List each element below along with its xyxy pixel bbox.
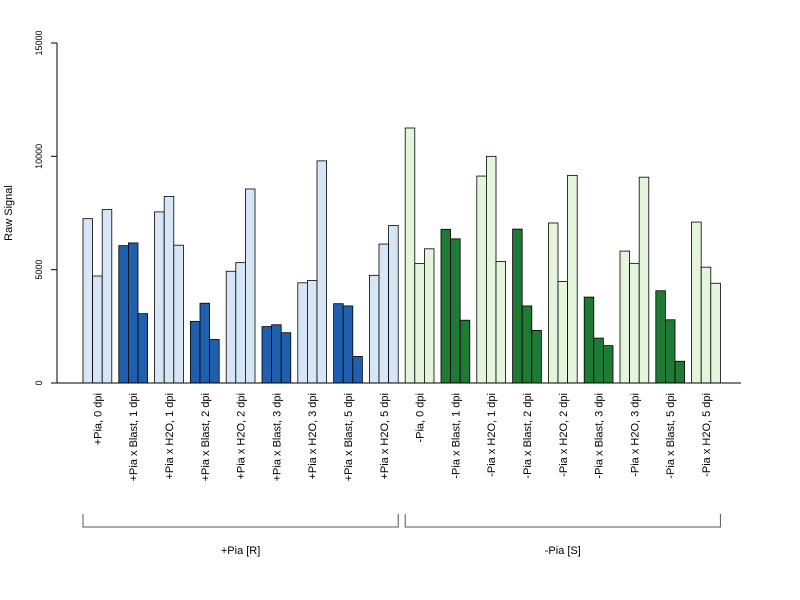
- category-label: +Pia x Blast, 1 dpi: [128, 393, 140, 481]
- bar: [521, 305, 533, 384]
- category-label: -Pia x H2O, 2 dpi: [558, 393, 570, 477]
- bar: [137, 313, 149, 384]
- group-bracket: [82, 514, 399, 528]
- bar: [82, 218, 94, 384]
- bar: [368, 274, 380, 384]
- category-label: +Pia x Blast, 2 dpi: [200, 393, 212, 481]
- category-label: +Pia x H2O, 5 dpi: [379, 393, 391, 480]
- bar: [92, 275, 103, 384]
- category-labels: +Pia, 0 dpi +Pia x Blast, 1 dpi +Pia x H2O…: [92, 393, 713, 481]
- bar: [306, 280, 318, 384]
- category-label: -Pia x H2O, 3 dpi: [629, 393, 641, 477]
- bar: [209, 339, 220, 384]
- bar: [225, 270, 237, 384]
- bar: [297, 282, 308, 384]
- bar: [423, 248, 435, 384]
- bar: [674, 360, 686, 384]
- bar: [199, 302, 211, 384]
- category-label: -Pia x Blast, 2 dpi: [522, 393, 534, 479]
- bar: [567, 174, 578, 384]
- category-label: +Pia x H2O, 2 dpi: [236, 393, 248, 480]
- group-brackets: +Pia [R] -Pia [S]: [82, 514, 721, 557]
- y-tick-label: 10000: [34, 144, 44, 169]
- bars-layer: [82, 127, 721, 384]
- bar: [629, 262, 640, 384]
- category-label: -Pia, 0 dpi: [415, 393, 427, 443]
- category-label: +Pia, 0 dpi: [92, 393, 104, 445]
- bar: [404, 127, 416, 384]
- bar: [655, 290, 666, 384]
- category-label: -Pia x H2O, 1 dpi: [486, 393, 498, 477]
- bar: [154, 211, 165, 384]
- bar: [700, 266, 712, 384]
- group-bracket: [404, 514, 721, 528]
- category-label: -Pia x Blast, 1 dpi: [450, 393, 462, 479]
- bar: [378, 243, 390, 384]
- bar: [101, 209, 113, 384]
- bar: [271, 324, 282, 384]
- bar: [414, 263, 425, 384]
- bar: [476, 175, 487, 384]
- group-label: +Pia [R]: [221, 545, 260, 557]
- bar: [548, 222, 559, 384]
- bar: [173, 244, 184, 384]
- bar: [450, 238, 461, 384]
- y-tick-label: 15000: [34, 30, 44, 55]
- bar: [388, 225, 399, 384]
- bar: [189, 320, 201, 384]
- group-label: -Pia [S]: [545, 545, 581, 557]
- category-label: +Pia x H2O, 1 dpi: [164, 393, 176, 480]
- bar: [557, 281, 569, 384]
- bar: [261, 326, 273, 384]
- bar: [603, 345, 614, 384]
- bar: [512, 228, 523, 384]
- y-axis: 0 5000 10000 15000: [34, 30, 58, 386]
- bar: [235, 262, 246, 384]
- bar: [619, 250, 631, 384]
- bar: [691, 221, 702, 384]
- bar: [127, 242, 139, 384]
- bar: [583, 296, 595, 384]
- bar: [163, 196, 175, 384]
- category-label: +Pia x Blast, 5 dpi: [343, 393, 355, 481]
- y-tick-label: 5000: [34, 260, 44, 280]
- bar: [333, 303, 344, 384]
- bar: [316, 160, 328, 384]
- bar: [495, 261, 507, 384]
- category-label: +Pia x Blast, 3 dpi: [271, 393, 283, 481]
- bar: [665, 319, 676, 384]
- bar: [342, 305, 354, 384]
- category-label: -Pia x H2O, 5 dpi: [701, 393, 713, 477]
- bar: [485, 155, 497, 384]
- bar: [638, 176, 650, 384]
- bar: [352, 356, 363, 384]
- y-axis-title: Raw Signal: [3, 185, 15, 241]
- category-label: +Pia x H2O, 3 dpi: [307, 393, 319, 480]
- category-label: -Pia x Blast, 3 dpi: [594, 393, 606, 479]
- bar: [459, 319, 471, 384]
- y-tick-label: 0: [34, 380, 44, 385]
- category-label: -Pia x Blast, 5 dpi: [665, 393, 677, 479]
- bar: [280, 332, 292, 384]
- bar: [531, 330, 542, 384]
- bar: [593, 337, 604, 384]
- bar: [710, 282, 721, 384]
- bar: [244, 188, 256, 384]
- bar: [440, 228, 452, 384]
- bar: [118, 245, 129, 384]
